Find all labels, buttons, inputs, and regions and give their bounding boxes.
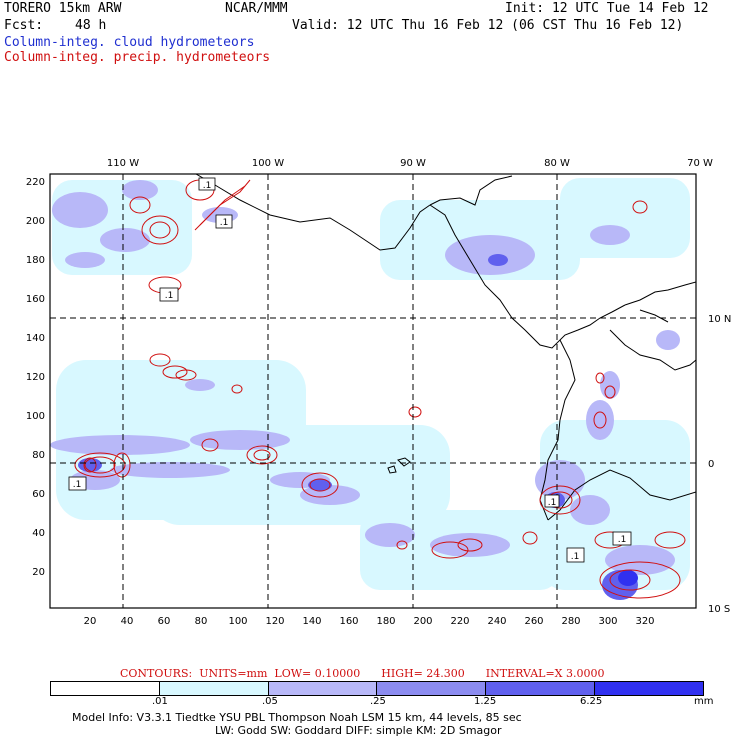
lat-label: 10 N: [708, 314, 731, 325]
cloud-hydrometeors-label: Column-integ. cloud hydrometeors: [4, 35, 255, 50]
right-latitude-labels: 10 N 0 10 S: [708, 314, 731, 615]
lon-label: 70 W: [687, 158, 713, 169]
y-tick: 100: [26, 411, 45, 422]
y-tick: 220: [26, 177, 45, 188]
x-tick: 220: [450, 616, 469, 627]
contours-interval: INTERVAL=X 3.0000: [485, 667, 605, 680]
map-gridlines: [50, 174, 696, 608]
left-grid-ticks: 220 200 180 160 140 120 100 80 60 40 20: [26, 177, 45, 578]
x-tick: 280: [561, 616, 580, 627]
x-tick: 80: [195, 616, 208, 627]
svg-text:.1: .1: [203, 181, 212, 191]
coastlines: [195, 174, 696, 521]
x-tick: 200: [413, 616, 432, 627]
y-tick: 120: [26, 372, 45, 383]
x-tick: 260: [524, 616, 543, 627]
lon-label: 100 W: [252, 158, 284, 169]
lat-label: 0: [708, 459, 714, 470]
x-tick: 120: [265, 616, 284, 627]
color-bar: [50, 681, 704, 696]
x-tick: 40: [121, 616, 134, 627]
lat-label: 10 S: [708, 604, 730, 615]
contour-label: .1: [68, 476, 87, 491]
svg-text:.1: .1: [73, 480, 82, 490]
x-tick: 320: [635, 616, 654, 627]
x-tick: 240: [487, 616, 506, 627]
y-tick: 20: [32, 567, 45, 578]
color-bar-swatch: [595, 682, 703, 695]
model-info: Model Info: V3.3.1 Tiedtke YSU PBL Thomp…: [72, 711, 522, 724]
init-time: Init: 12 UTC Tue 14 Feb 12: [505, 1, 709, 16]
color-bar-label: .25: [370, 696, 386, 707]
x-tick: 180: [376, 616, 395, 627]
color-bar-unit: mm: [694, 696, 714, 707]
color-bar-swatch: [486, 682, 596, 695]
color-bar-swatch: [377, 682, 487, 695]
lon-label: 90 W: [400, 158, 426, 169]
lon-label: 80 W: [544, 158, 570, 169]
contour-label: .1: [198, 177, 216, 191]
contours-label: CONTOURS:: [120, 667, 193, 680]
svg-text:.1: .1: [571, 552, 580, 562]
color-bar-label: 1.25: [474, 696, 497, 707]
svg-text:.1: .1: [220, 218, 229, 228]
forecast-label: Fcst:: [4, 18, 44, 33]
precip-hydrometeors-label: Column-integ. precip. hydrometeors: [4, 50, 271, 65]
contours-high: HIGH= 24.300: [381, 667, 465, 680]
contour-label: .1: [612, 531, 632, 546]
x-tick: 300: [598, 616, 617, 627]
color-bar-swatch: [51, 682, 160, 695]
x-tick: 60: [158, 616, 171, 627]
svg-text:.1: .1: [548, 498, 557, 508]
contours-low: LOW= 0.10000: [274, 667, 361, 680]
model-title: TORERO 15km ARW: [4, 1, 122, 16]
y-tick: 60: [32, 489, 45, 500]
x-tick: 100: [228, 616, 247, 627]
color-bar-swatch: [159, 682, 269, 695]
lon-label: 110 W: [107, 158, 139, 169]
model-physics: LW: Godd SW: Goddard DIFF: simple KM: 2D…: [215, 724, 502, 737]
x-tick: 20: [84, 616, 97, 627]
bottom-grid-ticks: 20 40 60 80 100 120 140 160 180 200 220 …: [84, 616, 655, 627]
y-tick: 180: [26, 255, 45, 266]
color-bar-label: .05: [262, 696, 278, 707]
map-frame: [49, 173, 697, 609]
cloud-shading-layer: [50, 178, 690, 600]
organization: NCAR/MMM: [225, 1, 288, 16]
color-bar-label: .01: [152, 696, 168, 707]
contour-label: .1: [215, 214, 233, 229]
x-tick: 160: [339, 616, 358, 627]
color-bar-label: 6.25: [580, 696, 603, 707]
y-tick: 200: [26, 216, 45, 227]
contour-label: .1: [544, 494, 560, 508]
color-bar-swatch: [268, 682, 378, 695]
top-longitude-labels: 110 W 100 W 90 W 80 W 70 W: [107, 158, 713, 169]
x-tick: 140: [302, 616, 321, 627]
forecast-hours: 48 h: [75, 18, 107, 33]
valid-time: Valid: 12 UTC Thu 16 Feb 12 (06 CST Thu …: [292, 18, 684, 33]
y-tick: 160: [26, 294, 45, 305]
contour-label-boxes: .1 .1 .1 .1 .1 .1 .1: [68, 177, 632, 563]
svg-text:.1: .1: [165, 291, 174, 301]
svg-text:.1: .1: [618, 535, 627, 545]
y-tick: 140: [26, 333, 45, 344]
contour-label: .1: [159, 287, 179, 302]
y-tick: 80: [32, 450, 45, 461]
contours-units: UNITS=mm: [199, 667, 268, 680]
contour-label: .1: [566, 547, 585, 563]
y-tick: 40: [32, 528, 45, 539]
contour-info: CONTOURS: UNITS=mm LOW= 0.10000 HIGH= 24…: [120, 667, 604, 680]
